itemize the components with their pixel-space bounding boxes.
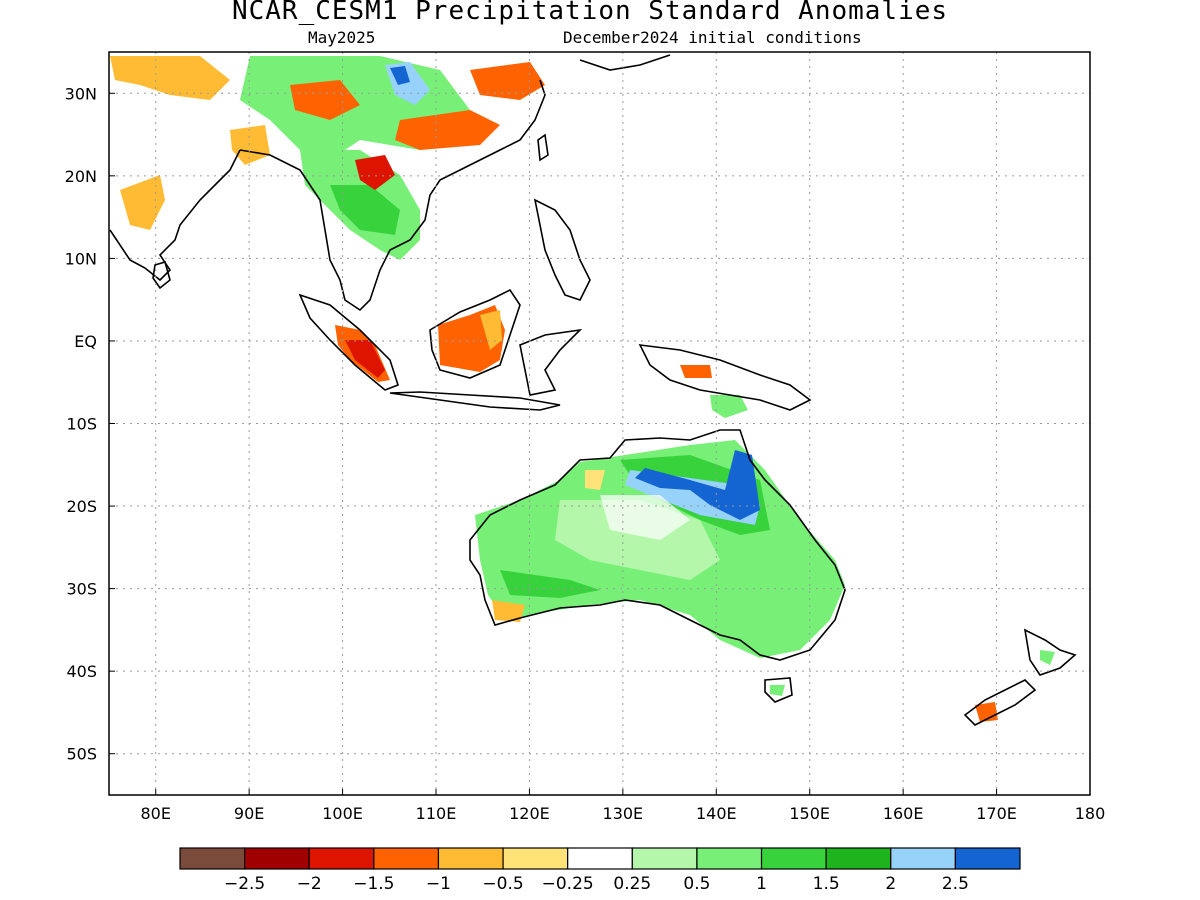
colorbar-swatch (179, 847, 246, 870)
orange-region-papua (680, 365, 712, 378)
orange-region-perth (492, 600, 525, 622)
coastline-australia (469, 429, 846, 661)
green-region-papua (710, 395, 748, 418)
colorbar-label: −1.5 (353, 874, 394, 894)
red-region-sumatra (345, 340, 385, 378)
coastline-java (389, 391, 561, 411)
yellow-region-borneo (480, 310, 502, 350)
yellow-region-india (120, 175, 165, 230)
coastline-japan (579, 54, 671, 71)
colorbar-label: 0.25 (613, 874, 651, 894)
longitude-tick-label: 80E (140, 804, 170, 823)
latitude-tick-label: 50S (66, 745, 97, 764)
colorbar-swatch (825, 847, 892, 870)
colorbar-swatch (502, 847, 569, 870)
coastline-southeast-asia (239, 79, 546, 312)
latitude-tick-label: EQ (74, 332, 97, 351)
colorbar-swatch (760, 847, 827, 870)
longitude-tick-label: 160E (883, 804, 924, 823)
coastline-india (109, 149, 241, 282)
chart-title: NCAR_CESM1 Precipitation Standard Anomal… (231, 0, 949, 26)
coastline-taiwan (537, 133, 549, 162)
colorbar-label: −0.25 (542, 874, 594, 894)
longitude-tick-label: 150E (789, 804, 830, 823)
coastline-tasmania (764, 677, 793, 703)
latitude-tick-label: 30N (65, 84, 97, 103)
coastline-sumatra (298, 293, 399, 391)
dark-green-band-australia (500, 570, 600, 598)
coastline-borneo (429, 288, 521, 379)
colorbar-label: 1.5 (813, 874, 840, 894)
forecast-month: May2025 (308, 28, 376, 47)
latitude-tick-label: 10S (66, 415, 97, 434)
coastline-sri-lanka (152, 260, 171, 290)
longitude-tick-label: 140E (696, 804, 737, 823)
coastline-sulawesi (519, 328, 583, 396)
green-region-tasmania (770, 685, 785, 696)
colorbar-label: 2.5 (942, 874, 969, 894)
longitude-tick-label: 170E (976, 804, 1017, 823)
yellow-region-kimberley (585, 470, 605, 490)
longitude-tick-label: 180 (1075, 804, 1106, 823)
longitude-tick-label: 100E (322, 804, 363, 823)
latitude-tick-label: 10N (65, 249, 97, 268)
colorbar-swatch (437, 847, 504, 870)
yellow-region-west (110, 56, 230, 100)
colorbar (179, 847, 1021, 870)
colorbar-swatch (373, 847, 440, 870)
coastline-new-guinea (638, 344, 812, 411)
longitude-tick-label: 120E (509, 804, 550, 823)
initial-conditions: December2024 initial conditions (563, 28, 862, 47)
colorbar-labels: −2.5 −2 −1.5 −1 −0.5 −0.25 0.25 0.5 1 1.5 2 2.5 (224, 874, 969, 894)
dark-blue-region-china (390, 66, 410, 85)
dark-green-indochina (330, 185, 400, 235)
coastline-philippines (533, 198, 591, 301)
latitude-tick-label: 40S (66, 662, 97, 681)
latitude-labels: 30N 20N 10N EQ 10S 20S 30S 40S 50S (65, 84, 97, 763)
latitude-tick-label: 20S (66, 497, 97, 516)
colorbar-swatch (954, 847, 1021, 870)
colorbar-swatch (244, 847, 310, 870)
anomaly-shading (110, 56, 1055, 722)
colorbar-swatch (631, 847, 698, 870)
colorbar-label: 0.5 (683, 874, 710, 894)
orange-region-east-china (395, 110, 500, 150)
orange-region-north (470, 62, 545, 100)
graticule (109, 52, 1091, 795)
colorbar-label: −2.5 (224, 874, 265, 894)
green-region-nz (1040, 650, 1055, 665)
yellow-region-bangladesh (230, 125, 270, 165)
map-frame (108, 51, 1091, 796)
longitude-tick-label: 90E (234, 804, 264, 823)
colorbar-swatch (567, 847, 633, 870)
colorbar-label: −0.5 (482, 874, 523, 894)
red-region-vietnam (355, 155, 395, 190)
colorbar-label: −1 (426, 874, 451, 894)
colorbar-swatch (890, 847, 956, 870)
colorbar-label: 1 (756, 874, 767, 894)
colorbar-label: −2 (297, 874, 322, 894)
coastline-nz-north (1023, 628, 1077, 676)
colorbar-swatch (308, 847, 375, 870)
latitude-tick-label: 30S (66, 580, 97, 599)
coastline-nz-south (963, 679, 1037, 726)
longitude-tick-label: 130E (603, 804, 644, 823)
longitude-tick-label: 110E (416, 804, 457, 823)
coastlines (109, 54, 1077, 726)
latitude-tick-label: 20N (65, 167, 97, 186)
dark-blue-region-australia (635, 450, 760, 520)
colorbar-swatch (696, 847, 763, 870)
longitude-labels: 80E 90E 100E 110E 120E 130E 140E 150E 160E 170E 18… (140, 804, 1105, 823)
colorbar-label: 2 (885, 874, 896, 894)
